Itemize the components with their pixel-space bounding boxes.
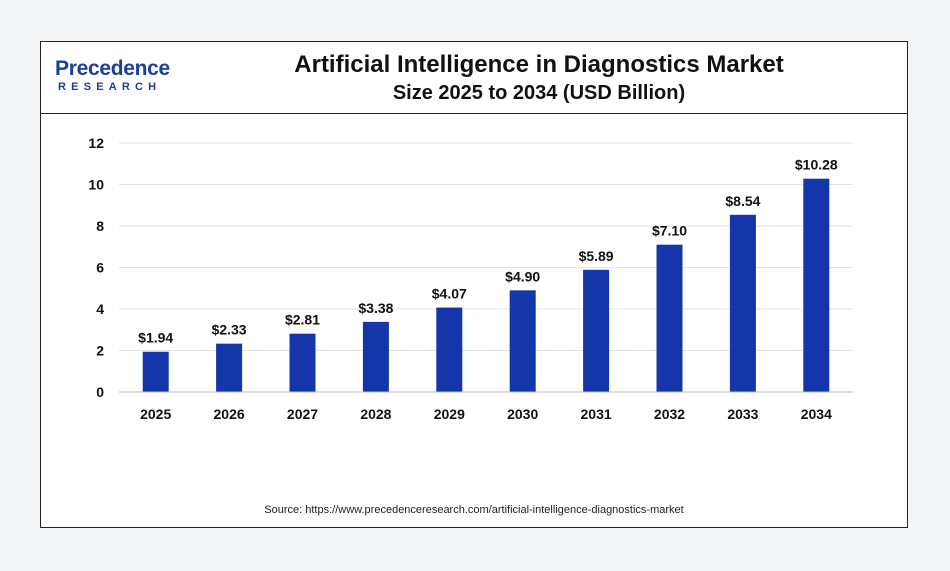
y-tick-label: 10 bbox=[88, 177, 104, 193]
x-tick-label: 2025 bbox=[140, 406, 171, 422]
x-tick-label: 2031 bbox=[581, 406, 612, 422]
bar bbox=[289, 333, 316, 392]
source-note: Source: https://www.precedenceresearch.c… bbox=[264, 504, 684, 516]
y-tick-label: 6 bbox=[96, 260, 104, 276]
x-tick-label: 2029 bbox=[434, 406, 465, 422]
data-label: $2.33 bbox=[212, 322, 247, 338]
bar bbox=[583, 269, 610, 392]
chart-header: Precedence RESEARCH Artificial Intellige… bbox=[41, 42, 907, 114]
x-tick-label: 2030 bbox=[507, 406, 538, 422]
data-labels: $1.94 $2.33 $2.81 $3.38 $4.07 $4.90 $5.89 $7.10… bbox=[138, 157, 838, 346]
bar bbox=[509, 290, 536, 392]
x-tick-label: 2034 bbox=[801, 406, 832, 422]
data-label: $8.54 bbox=[725, 193, 760, 209]
logo-subtitle: RESEARCH bbox=[58, 81, 162, 93]
precedence-research-logo: Precedence RESEARCH bbox=[55, 57, 195, 101]
data-label: $3.38 bbox=[358, 300, 393, 316]
data-label: $4.90 bbox=[505, 268, 540, 284]
x-axis-ticks: 2025 2026 2027 2028 2029 2030 2031 2032 2033 2034 bbox=[140, 406, 832, 422]
data-label: $5.89 bbox=[579, 248, 614, 264]
chart-card: Precedence RESEARCH Artificial Intellige… bbox=[40, 41, 908, 528]
chart-title: Artificial Intelligence in Diagnostics M… bbox=[211, 50, 867, 106]
y-axis-ticks: 0 2 4 6 8 10 12 bbox=[88, 135, 104, 400]
x-tick-label: 2026 bbox=[214, 406, 245, 422]
data-label: $10.28 bbox=[795, 157, 838, 173]
bar bbox=[362, 321, 389, 392]
chart-title-line2: Size 2025 to 2034 (USD Billion) bbox=[392, 82, 686, 104]
x-tick-label: 2033 bbox=[727, 406, 758, 422]
x-tick-label: 2028 bbox=[360, 406, 391, 422]
y-tick-label: 0 bbox=[96, 384, 104, 400]
y-tick-label: 2 bbox=[96, 343, 104, 359]
data-label: $4.07 bbox=[432, 286, 467, 302]
x-tick-label: 2032 bbox=[654, 406, 685, 422]
bar bbox=[436, 307, 463, 392]
bar bbox=[729, 214, 756, 392]
bar-chart: 0 2 4 6 8 10 12 $1.94 $2.33 $2.81 $3.38 $4.07 $4.90… bbox=[88, 135, 853, 422]
logo-wordmark: Precedence bbox=[55, 57, 170, 80]
bar bbox=[656, 244, 683, 392]
bars bbox=[142, 178, 830, 392]
data-label: $1.94 bbox=[138, 330, 173, 346]
data-label: $2.81 bbox=[285, 312, 320, 328]
y-tick-label: 4 bbox=[96, 301, 104, 317]
bar bbox=[142, 351, 169, 392]
y-tick-label: 8 bbox=[96, 218, 104, 234]
x-tick-label: 2027 bbox=[287, 406, 318, 422]
y-tick-label: 12 bbox=[88, 135, 104, 151]
bar bbox=[803, 178, 830, 392]
bar bbox=[216, 343, 243, 392]
data-label: $7.10 bbox=[652, 223, 687, 239]
chart-title-line1: Artificial Intelligence in Diagnostics M… bbox=[294, 51, 784, 78]
